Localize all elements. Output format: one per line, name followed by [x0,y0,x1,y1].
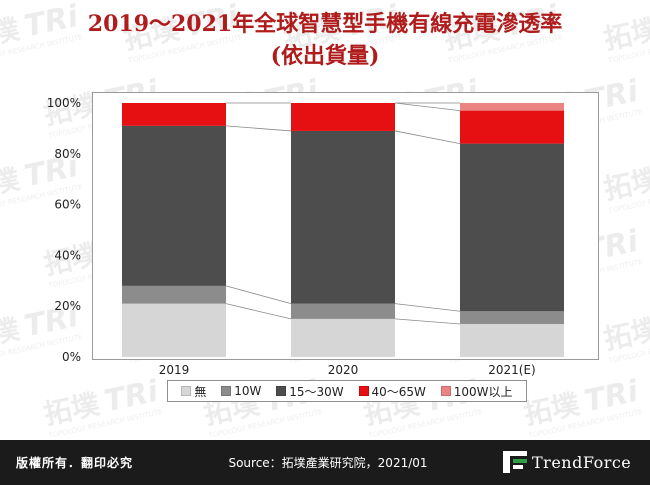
legend-label: 100W以上 [453,384,513,399]
y-tick-label: 80% [54,147,81,161]
legend-item: 10W [221,384,261,398]
bar-segment [122,103,226,126]
bar-segment [460,110,564,144]
legend-label: 無 [194,384,207,399]
x-tick-label: 2019 [159,363,190,377]
bar-segment [291,103,395,131]
chart-title-line1: 2019～2021年全球智慧型手機有線充電滲透率 [87,11,563,37]
y-tick-label: 40% [54,248,81,262]
legend-item: 無 [181,383,206,400]
copyright-text: 版權所有．翻印必究 [16,456,134,470]
bar-segment [460,103,564,111]
bar-segment [291,318,395,357]
y-tick-label: 20% [54,299,81,313]
bar-segment [122,285,226,304]
y-tick-label: 100% [47,96,81,110]
bar-segment [460,311,564,324]
series-connector-line [225,285,292,305]
legend-swatch [276,386,287,396]
chart-legend: 無 10W 15～30W 40～65W 100W以上 [167,380,527,402]
footer-bar: 版權所有．翻印必究 Source：拓墣產業研究院，2021/01 TrendFo… [0,440,650,485]
bar-segment [122,303,226,357]
legend-item: 15～30W [276,383,344,400]
bar-segment [122,125,226,286]
series-connector-line [225,125,292,132]
series-connector-line [394,102,461,112]
bar-segment [460,143,564,312]
y-tick-label: 0% [62,350,81,364]
legend-label: 40～65W [371,384,426,399]
legend-label: 10W [234,384,262,398]
legend-item: 40～65W [358,383,426,400]
series-connector-line [225,303,292,320]
bar-segment [460,323,564,357]
y-tick-label: 60% [54,198,81,212]
brand-logo: TrendForce [503,447,631,477]
bar-segment [291,130,395,304]
chart-title-line2: (依出貨量) [270,43,380,69]
trendforce-logo-icon [503,451,527,473]
chart-title: 2019～2021年全球智慧型手機有線充電滲透率 (依出貨量) [0,8,650,72]
legend-swatch [221,386,232,396]
series-connector-line [394,130,461,145]
legend-swatch [440,386,451,396]
x-tick-label: 2020 [328,363,359,377]
brand-name: TrendForce [532,452,632,472]
source-text: Source：拓墣產業研究院，2021/01 [228,456,428,470]
legend-item: 100W以上 [440,383,513,400]
stacked-bar-chart: 0% 20% 40% 60% 80% 100% 2019 2020 2021(E) [47,96,564,377]
legend-label: 15～30W [289,384,344,399]
x-tick-label: 2021(E) [488,363,535,377]
series-connector-line [394,303,461,312]
series-connector-line [394,318,461,325]
legend-swatch [358,386,369,396]
legend-swatch [181,386,192,396]
bar-segment [291,303,395,319]
